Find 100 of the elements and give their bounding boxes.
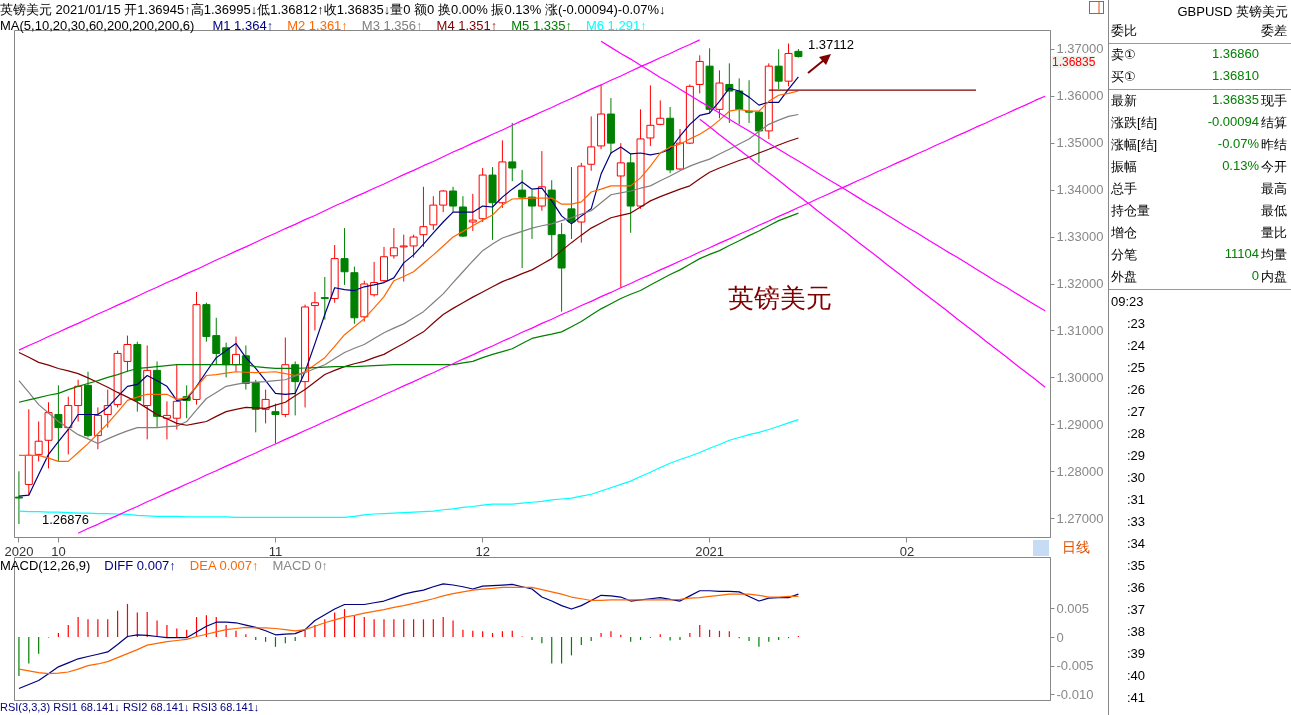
- text: DEA 0.007↑: [189, 558, 259, 573]
- candlestick: [754, 110, 763, 164]
- candlestick: [74, 379, 83, 423]
- text: :27: [1127, 404, 1146, 419]
- candlestick: [172, 364, 181, 430]
- annotation: 英镑美元: [728, 282, 832, 315]
- x-tick-label: 11: [268, 543, 283, 559]
- text: M6 1.291↑: [585, 18, 647, 33]
- y-tick-label: -0.010: [1056, 686, 1094, 702]
- candlestick: [439, 189, 448, 213]
- text: :35: [1127, 558, 1146, 573]
- category-label: 最低: [1261, 203, 1287, 218]
- y-tick-label: 1.28000: [1056, 463, 1104, 479]
- candlestick: [587, 115, 596, 172]
- text: :39: [1127, 646, 1146, 661]
- x-tick-label: 02: [899, 543, 915, 559]
- candlestick: [468, 193, 477, 232]
- text: 0: [1251, 268, 1259, 283]
- y-tick-label: 1.27000: [1056, 510, 1104, 526]
- text: M4 1.351↑: [436, 18, 498, 33]
- text: :28: [1127, 426, 1146, 441]
- candlestick: [34, 421, 43, 462]
- text: M2 1.361↑: [287, 18, 348, 33]
- text: :36: [1127, 580, 1146, 595]
- text: :31: [1127, 492, 1146, 507]
- text: 1.36810: [1212, 68, 1259, 83]
- candlestick: [695, 54, 704, 94]
- candlestick: [103, 389, 112, 429]
- x-tick-label: 10: [51, 543, 66, 559]
- category-label: 现手: [1261, 93, 1287, 108]
- line-series: [18, 583, 799, 690]
- category-label: 振幅: [1111, 158, 1137, 176]
- candlestick: [14, 470, 23, 525]
- text: :26: [1127, 382, 1146, 397]
- annotation: 1.26876: [42, 512, 89, 527]
- y-tick-label: 1.36000: [1056, 88, 1104, 104]
- text: :25: [1127, 360, 1146, 375]
- text: :41: [1127, 690, 1146, 705]
- candlestick: [340, 227, 349, 286]
- candlestick: [370, 261, 379, 298]
- category-label: 外盘: [1111, 268, 1137, 286]
- text: 1.36835: [1212, 92, 1259, 107]
- text: 11104: [1224, 246, 1259, 261]
- category-label: 总手: [1111, 180, 1137, 198]
- text: :40: [1127, 668, 1146, 683]
- text: 09:23: [1111, 294, 1144, 309]
- category-label: 今开: [1261, 159, 1287, 174]
- text: -0.00094: [1207, 114, 1259, 129]
- text: M5 1.335↑: [511, 18, 572, 33]
- category-label: 涨幅[结]: [1111, 136, 1158, 154]
- candlestick: [271, 403, 280, 445]
- y-tick-label: 1.35000: [1056, 135, 1104, 151]
- chart-subtitle: MA(5,10,20,30,60,200,200,200,6): [0, 18, 195, 33]
- category-label: 昨结: [1261, 137, 1287, 152]
- y-tick-label: 1.37000: [1056, 41, 1104, 57]
- candlestick: [261, 389, 270, 424]
- text: 日线: [1062, 539, 1090, 557]
- text: :34: [1127, 536, 1146, 551]
- text: :37: [1127, 602, 1146, 617]
- category-label: 买①: [1111, 68, 1136, 86]
- annotation: 1.37112: [808, 37, 855, 52]
- y-tick-label: 1.34000: [1056, 182, 1104, 198]
- candlestick: [310, 291, 319, 331]
- y-tick-label: 1.30000: [1056, 369, 1104, 385]
- text: -0.07%: [1217, 136, 1259, 151]
- y-tick-label: -0.005: [1056, 658, 1094, 674]
- category-label: 结算: [1261, 115, 1287, 130]
- text: M3 1.356↑: [361, 18, 423, 33]
- candlestick: [380, 246, 388, 284]
- candlestick: [508, 122, 517, 182]
- candlestick: [93, 406, 102, 450]
- text: :23: [1127, 316, 1146, 331]
- category-label: 持仓量: [1111, 202, 1150, 220]
- y-tick-label: 1.29000: [1056, 416, 1104, 432]
- text: GBPUSD 英镑美元: [1177, 3, 1288, 21]
- y-tick-label: 1.33000: [1056, 229, 1104, 245]
- x-tick-label: 2020: [4, 543, 34, 559]
- text: 1.36835: [1052, 55, 1096, 69]
- text: DIFF 0.007↑: [104, 558, 176, 573]
- candlestick: [389, 227, 398, 260]
- text: 1.36860: [1212, 46, 1259, 61]
- text: :24: [1127, 338, 1146, 353]
- candlestick: [567, 166, 576, 240]
- category-label: 委比: [1111, 22, 1137, 40]
- text: 0.13%: [1222, 158, 1259, 173]
- category-label: 委差: [1261, 23, 1287, 38]
- annotation: MACD 0↑: [272, 558, 329, 573]
- candlestick: [735, 77, 744, 125]
- y-tick-label: 1.32000: [1056, 276, 1104, 291]
- category-label: 增仓: [1111, 224, 1137, 242]
- text: :30: [1127, 470, 1146, 485]
- candlestick: [518, 169, 527, 269]
- text: :33: [1127, 514, 1146, 529]
- x-tick-label: 2021: [695, 543, 725, 559]
- candlestick: [320, 276, 329, 321]
- candlestick: [449, 186, 458, 213]
- line-series: [18, 586, 799, 675]
- candlestick: [64, 396, 73, 455]
- text: :29: [1127, 448, 1146, 463]
- category-label: 内盘: [1261, 269, 1287, 284]
